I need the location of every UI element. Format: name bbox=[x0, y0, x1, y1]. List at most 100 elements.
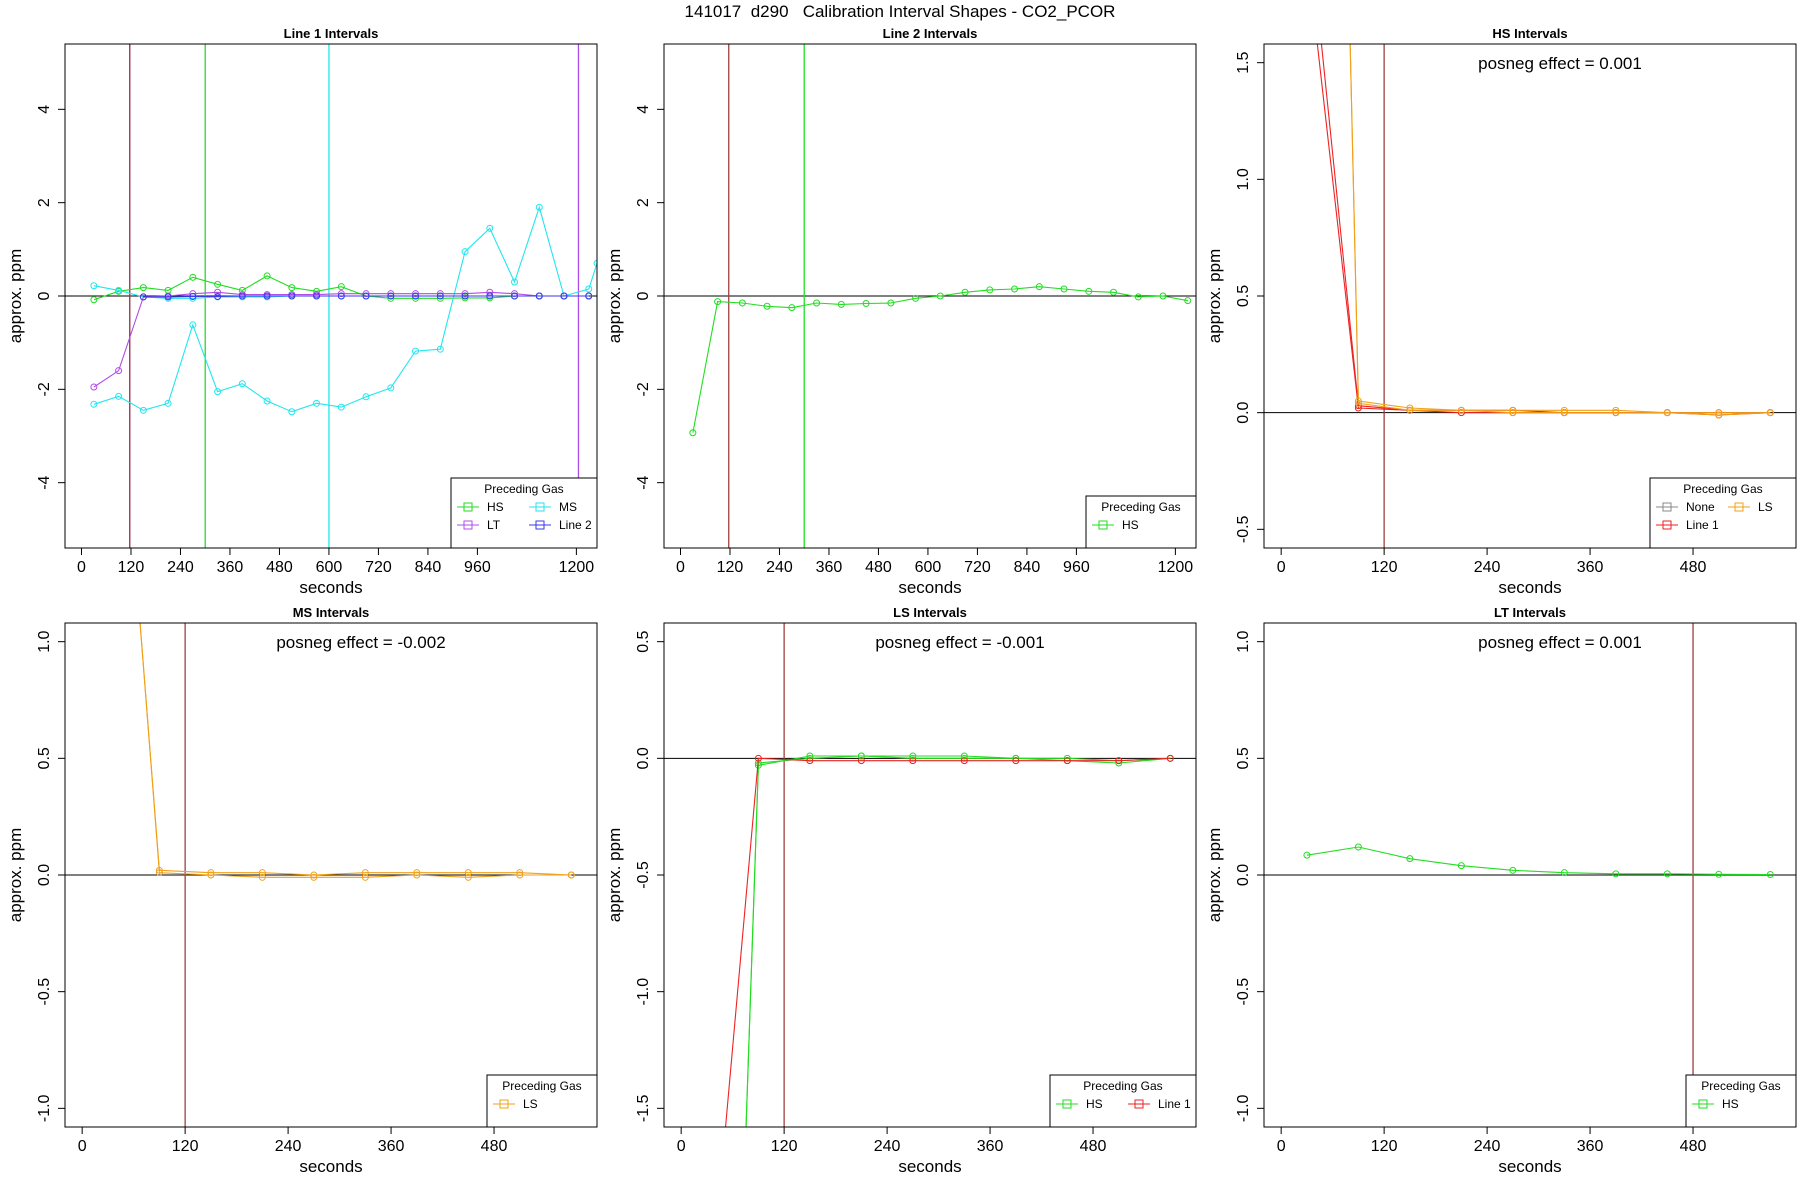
x-tick-label: 720 bbox=[365, 559, 392, 576]
x-tick-label: 600 bbox=[915, 559, 942, 576]
y-tick-label: -1.0 bbox=[635, 978, 652, 1006]
data-point bbox=[738, 299, 746, 307]
legend-entry: Line 2 bbox=[559, 518, 592, 532]
data-point bbox=[585, 292, 593, 300]
data-point bbox=[189, 292, 197, 300]
data-point bbox=[1035, 283, 1043, 291]
data-point bbox=[909, 752, 917, 760]
data-point bbox=[337, 290, 345, 298]
data-point bbox=[516, 869, 524, 877]
series-line-line-1 bbox=[724, 757, 1171, 1127]
data-point bbox=[310, 873, 318, 881]
x-tick-label: 360 bbox=[378, 1138, 405, 1155]
data-point bbox=[387, 290, 395, 298]
posneg-annotation: posneg effect = -0.001 bbox=[875, 633, 1044, 652]
data-point bbox=[1560, 409, 1568, 417]
posneg-annotation: posneg effect = -0.002 bbox=[276, 633, 445, 652]
data-point bbox=[1347, 25, 1353, 31]
x-tick-label: 240 bbox=[874, 1138, 901, 1155]
series-line-line-2 bbox=[143, 295, 589, 298]
legend-swatch-marker bbox=[535, 502, 545, 512]
data-point bbox=[743, 1140, 749, 1146]
data-point bbox=[337, 283, 345, 291]
data-point bbox=[1063, 757, 1071, 765]
legend-box bbox=[1049, 1074, 1197, 1128]
data-point bbox=[887, 299, 895, 307]
data-point bbox=[387, 294, 395, 302]
panel-title: HS Intervals bbox=[1492, 26, 1567, 41]
data-point bbox=[535, 292, 543, 300]
x-tick-label: 360 bbox=[1577, 1138, 1604, 1155]
legend-entry: None bbox=[1686, 500, 1715, 514]
data-point bbox=[461, 290, 469, 298]
y-tick-label: 0.0 bbox=[1235, 401, 1252, 423]
y-tick-label: -0.5 bbox=[635, 861, 652, 889]
figure-title: 141017 d290 Calibration Interval Shapes … bbox=[684, 2, 1116, 21]
x-tick-label: 480 bbox=[865, 559, 892, 576]
x-tick-label: 960 bbox=[1063, 559, 1090, 576]
data-point bbox=[115, 367, 123, 375]
x-tick-label: 120 bbox=[1371, 1138, 1398, 1155]
data-point bbox=[263, 272, 271, 280]
y-tick-label: -4 bbox=[635, 475, 652, 489]
x-axis-label: seconds bbox=[1498, 1157, 1561, 1176]
y-tick-label: -0.5 bbox=[1235, 515, 1252, 543]
data-point bbox=[139, 406, 147, 414]
data-point bbox=[464, 869, 472, 877]
panel-title: LS Intervals bbox=[893, 605, 967, 620]
data-point bbox=[1457, 406, 1465, 414]
data-point bbox=[714, 298, 722, 306]
series-line-ms bbox=[93, 205, 589, 413]
legend: Preceding Gas HS bbox=[1685, 1074, 1797, 1128]
legend-swatch-marker bbox=[1698, 1099, 1708, 1109]
x-tick-label: 240 bbox=[167, 559, 194, 576]
data-point bbox=[214, 280, 222, 288]
y-tick-label: 0 bbox=[36, 291, 53, 300]
legend-swatch-marker bbox=[1662, 520, 1672, 530]
data-point bbox=[436, 345, 444, 353]
data-point bbox=[1012, 757, 1020, 765]
x-tick-label: 480 bbox=[266, 559, 293, 576]
data-point bbox=[436, 294, 444, 302]
y-axis-label: approx. ppm bbox=[6, 249, 25, 344]
data-point bbox=[516, 871, 524, 879]
y-tick-label: -1.0 bbox=[36, 1094, 53, 1122]
y-tick-label: 0.5 bbox=[36, 747, 53, 769]
data-point bbox=[464, 873, 472, 881]
legend-box bbox=[1649, 477, 1797, 549]
data-point bbox=[961, 288, 969, 296]
legend-swatch-marker bbox=[499, 1099, 509, 1109]
data-point bbox=[909, 754, 917, 762]
series-line-lt bbox=[93, 291, 589, 388]
legend-swatch-marker bbox=[535, 520, 545, 530]
x-tick-label: 840 bbox=[1014, 559, 1041, 576]
data-point bbox=[960, 754, 968, 762]
data-point bbox=[788, 304, 796, 312]
panel-title: Line 2 Intervals bbox=[883, 26, 978, 41]
x-tick-label: 0 bbox=[676, 559, 685, 576]
data-point bbox=[1560, 869, 1568, 877]
x-tick-label: 1200 bbox=[559, 559, 595, 576]
data-point bbox=[743, 1140, 749, 1146]
legend-title: Preceding Gas bbox=[502, 1079, 581, 1093]
x-tick-label: 360 bbox=[816, 559, 843, 576]
x-tick-label: 720 bbox=[964, 559, 991, 576]
data-point bbox=[1317, 25, 1323, 31]
y-tick-label: 0 bbox=[635, 291, 652, 300]
data-point bbox=[1560, 406, 1568, 414]
y-tick-label: 2 bbox=[635, 198, 652, 207]
data-point bbox=[1766, 871, 1774, 879]
data-point bbox=[214, 292, 222, 300]
data-point bbox=[813, 299, 821, 307]
legend-swatch-marker bbox=[1662, 502, 1672, 512]
data-point bbox=[1134, 293, 1142, 301]
data-point bbox=[857, 757, 865, 765]
data-point bbox=[1312, 25, 1318, 31]
data-point bbox=[1354, 843, 1362, 851]
data-point bbox=[313, 399, 321, 407]
legend-entry: LS bbox=[523, 1097, 538, 1111]
data-point bbox=[806, 754, 814, 762]
data-point bbox=[1715, 409, 1723, 417]
y-axis-label: approx. ppm bbox=[6, 828, 25, 923]
x-tick-label: 240 bbox=[275, 1138, 302, 1155]
